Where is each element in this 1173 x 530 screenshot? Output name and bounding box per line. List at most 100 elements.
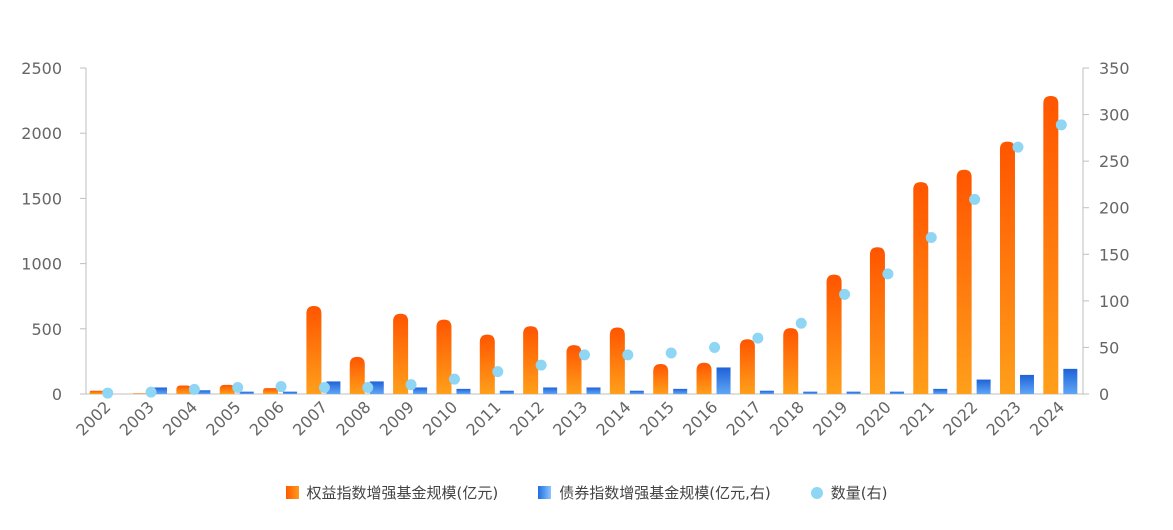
bond-bar xyxy=(933,388,948,394)
bond-bar xyxy=(499,390,514,394)
equity-bar xyxy=(783,328,799,394)
legend-label-bond: 债券指数增强基金规模(亿元,右) xyxy=(559,484,771,502)
bond-bar xyxy=(153,387,168,394)
y-left-tick-label: 2500 xyxy=(21,59,62,78)
x-tick-label: 2024 xyxy=(1026,397,1068,439)
count-point xyxy=(535,359,547,371)
equity-bar xyxy=(913,182,929,394)
count-point xyxy=(709,341,721,353)
x-tick-label: 2004 xyxy=(159,397,201,439)
equity-bar xyxy=(479,334,495,394)
equity-bar xyxy=(1043,96,1059,394)
x-tick-label: 2016 xyxy=(679,397,721,439)
bond-bar xyxy=(1063,368,1078,394)
bond-bar xyxy=(716,367,731,394)
equity-bar xyxy=(826,274,842,394)
bond-bar xyxy=(196,390,211,394)
x-tick-label: 2013 xyxy=(549,397,591,439)
bond-bar xyxy=(803,391,818,394)
y-right-tick-label: 200 xyxy=(1099,199,1130,218)
legend-label-equity: 权益指数增强基金规模(亿元) xyxy=(306,484,499,502)
count-point xyxy=(839,288,851,300)
bond-bar xyxy=(586,387,601,394)
count-point xyxy=(665,347,677,359)
x-tick-label: 2018 xyxy=(766,397,808,439)
y-right-tick-label: 350 xyxy=(1099,59,1130,78)
count-point xyxy=(318,381,330,393)
equity-bar xyxy=(566,345,582,394)
legend-item-bond: 债券指数增强基金规模(亿元,右) xyxy=(538,482,771,503)
x-tick-label: 2017 xyxy=(722,397,764,439)
legend-swatch-count xyxy=(810,486,823,499)
count-point xyxy=(579,349,590,361)
x-tick-label: 2006 xyxy=(246,397,288,439)
equity-bar xyxy=(436,319,452,394)
x-tick-label: 2014 xyxy=(592,397,634,439)
equity-bar xyxy=(869,247,885,394)
count-point xyxy=(232,381,244,393)
equity-bar xyxy=(653,364,669,394)
bond-bar xyxy=(456,388,471,394)
equity-bar xyxy=(219,384,235,394)
y-right-tick-label: 150 xyxy=(1099,245,1130,264)
bond-bar xyxy=(543,387,558,394)
count-point xyxy=(882,268,894,280)
count-point xyxy=(145,386,157,398)
x-tick-label: 2011 xyxy=(462,397,504,439)
x-tick-label: 2002 xyxy=(72,397,114,439)
chart-legend: 权益指数增强基金规模(亿元) 债券指数增强基金规模(亿元,右) 数量(右) xyxy=(0,482,1173,503)
bond-bar xyxy=(976,379,991,394)
bond-bar xyxy=(846,391,861,394)
count-point xyxy=(1055,119,1067,131)
equity-bar xyxy=(306,305,322,394)
x-tick-label: 2005 xyxy=(202,397,244,439)
bond-bar xyxy=(629,390,644,394)
y-right-tick-label: 250 xyxy=(1099,152,1130,171)
count-point xyxy=(448,373,460,385)
x-tick-label: 2008 xyxy=(332,397,374,439)
count-point xyxy=(492,366,504,378)
bond-bar xyxy=(283,391,298,394)
x-tick-label: 2022 xyxy=(939,397,981,439)
equity-bar xyxy=(176,385,192,394)
x-tick-label: 2023 xyxy=(983,397,1025,439)
count-point xyxy=(925,232,937,244)
y-left-tick-label: 500 xyxy=(31,320,62,339)
y-left-tick-label: 0 xyxy=(52,385,62,404)
y-left-tick-label: 2000 xyxy=(21,124,62,143)
legend-swatch-equity xyxy=(285,486,299,499)
bond-bar xyxy=(369,381,384,394)
equity-bar xyxy=(999,141,1015,394)
y-right-tick-label: 300 xyxy=(1099,106,1130,125)
y-left-tick-label: 1500 xyxy=(21,189,62,208)
combo-chart: 0 500 1000 1500 2000 2500 0 50 100 150 200 250 300 35… xyxy=(21,59,1130,440)
x-tick-label: 2010 xyxy=(419,397,461,439)
equity-bar xyxy=(393,313,409,394)
bond-bar xyxy=(413,387,428,394)
equity-bar xyxy=(349,356,365,394)
bond-bar xyxy=(326,381,341,394)
count-point xyxy=(752,332,764,344)
equity-bar xyxy=(263,388,279,394)
equity-bar xyxy=(89,390,105,394)
count-point xyxy=(1012,141,1024,153)
legend-swatch-bond xyxy=(538,486,552,499)
bond-bar xyxy=(1019,374,1034,394)
bond-bar xyxy=(759,390,774,394)
legend-item-count: 数量(右) xyxy=(810,482,887,503)
y-right-tick-label: 50 xyxy=(1099,338,1119,357)
count-point xyxy=(102,387,114,399)
bond-bar xyxy=(239,391,254,394)
x-tick-label: 2003 xyxy=(116,397,158,439)
bond-bar xyxy=(889,391,904,394)
bond-bar xyxy=(673,388,688,394)
equity-bar xyxy=(609,327,625,394)
x-tick-label: 2007 xyxy=(289,397,331,439)
y-left-tick-label: 1000 xyxy=(21,255,62,274)
count-point xyxy=(405,379,417,391)
x-tick-label: 2020 xyxy=(853,397,895,439)
x-tick-label: 2009 xyxy=(376,397,418,439)
x-tick-label: 2019 xyxy=(809,397,851,439)
count-point xyxy=(795,317,807,329)
